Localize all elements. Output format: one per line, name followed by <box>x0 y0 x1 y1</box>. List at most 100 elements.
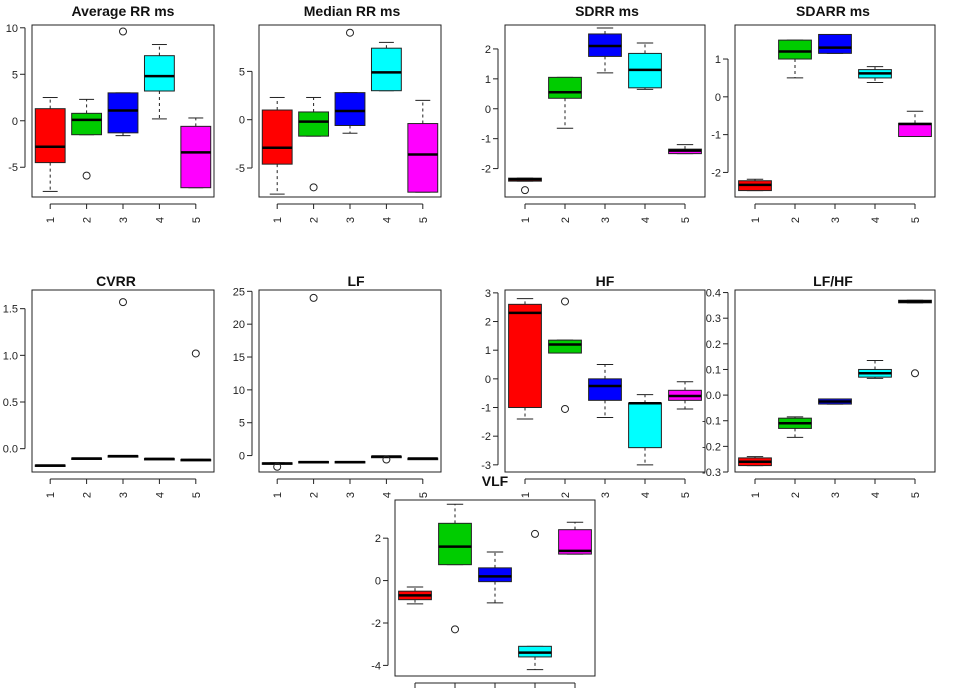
box-1 <box>261 96 293 195</box>
x-tick-label: 2 <box>82 217 94 223</box>
x-tick-label: 4 <box>154 492 166 498</box>
y-tick-label: -0.2 <box>702 441 721 453</box>
y-tick-label: 1 <box>485 345 491 357</box>
outlier-point <box>382 455 391 464</box>
plot-frame <box>31 289 215 473</box>
box-4 <box>518 529 552 671</box>
box-5 <box>180 349 212 462</box>
y-tick-label: 1 <box>715 54 721 66</box>
box-5 <box>668 381 702 410</box>
box-2 <box>778 39 812 79</box>
box-2 <box>548 76 582 129</box>
box-3 <box>334 28 366 134</box>
y-tick-label: 1 <box>485 74 491 86</box>
y-tick-label: 2 <box>485 317 491 329</box>
x-tick-label: 3 <box>600 492 612 498</box>
box-1 <box>738 178 772 192</box>
iqr-box <box>370 47 402 92</box>
y-tick-label: 15 <box>233 352 245 364</box>
iqr-box <box>588 378 622 401</box>
box-3 <box>107 27 139 137</box>
y-tick-label: 2 <box>375 533 381 545</box>
box-5 <box>407 99 439 193</box>
plot-frame <box>258 289 442 473</box>
iqr-box <box>438 522 472 566</box>
y-tick-label: 0.4 <box>706 288 721 300</box>
y-tick-label: 0 <box>375 576 381 588</box>
panel-5: CVRR 0.0 0.5 1.0 1.5 1 2 3 4 5 <box>3 273 215 498</box>
x-tick-label: 3 <box>345 492 357 498</box>
panel-3: SDRR ms -2 -1 0 1 2 1 2 3 4 5 <box>481 3 706 223</box>
iqr-box <box>548 339 582 354</box>
panel-9: VLF-4-20212345 <box>371 473 596 696</box>
box-2 <box>298 96 330 192</box>
box-5 <box>898 110 932 138</box>
x-tick-label: 5 <box>910 217 922 223</box>
x-tick-label: 3 <box>118 217 130 223</box>
box-1 <box>508 298 542 420</box>
outlier-point <box>119 27 127 36</box>
y-tick-label: 0 <box>485 104 491 116</box>
y-tick-label: 0 <box>715 92 721 104</box>
y-tick-label: -4 <box>371 660 381 672</box>
panel-title: LF/HF <box>813 273 853 289</box>
panel-title: HF <box>596 273 615 289</box>
panel-title: VLF <box>482 473 509 489</box>
iqr-box <box>180 125 212 189</box>
box-5 <box>898 299 932 378</box>
y-tick-label: 10 <box>6 23 18 35</box>
iqr-box <box>818 33 852 54</box>
panel-title: SDARR ms <box>796 3 870 19</box>
iqr-box <box>71 112 103 136</box>
x-tick-label: 1 <box>750 217 762 223</box>
y-tick-label: -0.1 <box>702 416 721 428</box>
box-3 <box>478 551 512 604</box>
outlier-point <box>911 369 919 378</box>
box-5 <box>558 521 592 555</box>
iqr-box <box>407 123 439 193</box>
x-tick-label: 4 <box>640 492 652 498</box>
iqr-box <box>628 402 662 449</box>
y-tick-label: 2 <box>485 44 491 56</box>
y-tick-label: -2 <box>711 167 721 179</box>
panel-title: CVRR <box>96 273 136 289</box>
y-tick-label: 0 <box>485 374 491 386</box>
x-tick-label: 2 <box>790 217 802 223</box>
panel-2: Median RR ms -5 0 5 1 2 3 4 5 <box>235 3 442 223</box>
box-1 <box>261 462 293 471</box>
box-1 <box>398 586 432 605</box>
y-tick-label: -2 <box>481 431 491 443</box>
y-tick-label: 0 <box>239 115 245 127</box>
panel-8: LF/HF -0.3 -0.2 -0.1 0.0 0.1 0.2 0.3 0.4 1 2 3 4 5 <box>702 273 936 498</box>
box-5 <box>668 144 702 155</box>
x-tick-label: 2 <box>790 492 802 498</box>
outlier-point <box>119 298 127 307</box>
x-tick-label: 4 <box>640 217 652 223</box>
box-4 <box>628 394 662 466</box>
iqr-box <box>34 108 66 164</box>
x-tick-label: 5 <box>191 492 203 498</box>
plot-frame <box>504 24 706 198</box>
box-2 <box>71 457 103 460</box>
outlier-point <box>561 297 569 306</box>
plot-frame <box>734 24 936 198</box>
outlier-point <box>309 293 318 302</box>
x-tick-label: 5 <box>418 217 430 223</box>
box-2 <box>548 297 582 413</box>
outlier-point <box>82 171 91 180</box>
box-3 <box>107 298 139 458</box>
plot-frame <box>504 289 706 473</box>
y-tick-label: 0 <box>239 451 245 463</box>
box-3 <box>818 398 852 405</box>
plot-frame <box>734 289 936 473</box>
y-tick-label: 0.2 <box>706 339 721 351</box>
x-tick-label: 5 <box>680 217 692 223</box>
box-5 <box>407 457 439 461</box>
panel-4: SDARR ms -2 -1 0 1 1 2 3 4 5 <box>711 3 936 223</box>
panel-title: Median RR ms <box>304 3 401 19</box>
box-3 <box>334 460 366 464</box>
box-4 <box>858 66 892 83</box>
x-tick-label: 4 <box>381 217 393 223</box>
y-tick-label: 0.5 <box>3 397 18 409</box>
